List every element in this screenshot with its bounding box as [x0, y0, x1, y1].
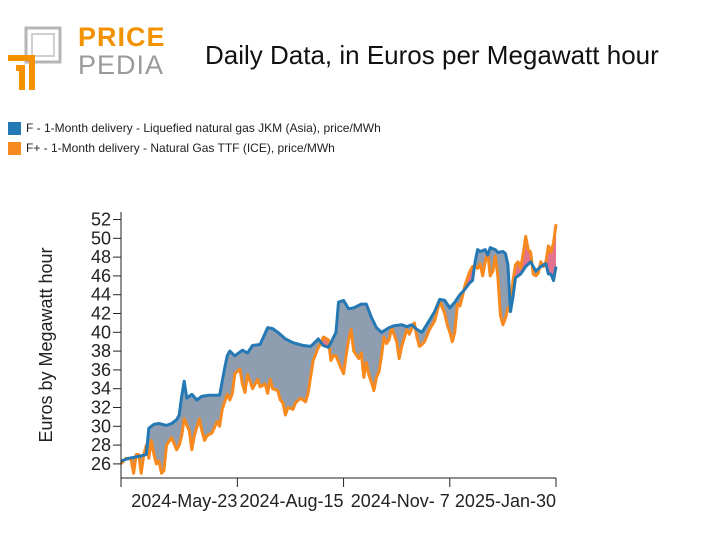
legend-swatch-fplus — [8, 141, 21, 155]
fill-region-f-above — [146, 327, 322, 474]
pricepedia-logo: PRICE PEDIA — [8, 22, 168, 94]
x-tick-label: 2025-Jan-30 — [455, 491, 556, 511]
y-tick-label: 26 — [91, 454, 111, 474]
legend-item-fplus[interactable]: F+ - 1-Month delivery - Natural Gas TTF … — [8, 138, 381, 158]
y-tick-label: 42 — [91, 304, 111, 324]
legend-swatch-f — [8, 121, 21, 135]
y-tick-label: 40 — [91, 322, 111, 342]
fill-region-f-above — [329, 300, 413, 391]
y-tick-label: 52 — [91, 210, 111, 230]
x-tick-label: 2024-Aug-15 — [239, 491, 343, 511]
series-line-fplus — [119, 224, 558, 475]
y-tick-label: 44 — [91, 285, 111, 305]
y-tick-label: 28 — [91, 435, 111, 455]
y-tick-label: 38 — [91, 341, 111, 361]
y-axis-title: Euros by Megawatt hour — [36, 247, 56, 442]
legend-label-f: F - 1-Month delivery - Liquefied natural… — [26, 121, 381, 135]
series-lines-layer — [119, 224, 558, 475]
x-tick-label: 2024-May-23 — [131, 491, 237, 511]
chart-title: Daily Data, in Euros per Megawatt hour — [205, 40, 659, 70]
logo-price-text: PRICE — [78, 22, 166, 52]
y-tick-label: 48 — [91, 247, 111, 267]
legend-item-f[interactable]: F - 1-Month delivery - Liquefied natural… — [8, 118, 381, 138]
y-tick-label: 30 — [91, 416, 111, 436]
y-tick-label: 46 — [91, 266, 111, 286]
x-axis: 2024-May-23 2024-Aug-15 2024-Nov- 7 2025-Ja… — [120, 477, 557, 511]
y-tick-label: 34 — [91, 379, 111, 399]
y-tick-label: 36 — [91, 360, 111, 380]
y-tick-label: 32 — [91, 398, 111, 418]
legend: F - 1-Month delivery - Liquefied natural… — [8, 118, 381, 158]
x-tick-label: 2024-Nov- 7 — [351, 491, 450, 511]
series-line-f — [120, 246, 558, 463]
logo-mark-icon — [8, 26, 62, 90]
legend-label-fplus: F+ - 1-Month delivery - Natural Gas TTF … — [26, 141, 335, 155]
y-tick-label: 50 — [91, 228, 111, 248]
fill-between-layer — [121, 224, 556, 474]
logo-pedia-text: PEDIA — [78, 50, 165, 80]
fill-region-fplus-above — [510, 236, 533, 312]
